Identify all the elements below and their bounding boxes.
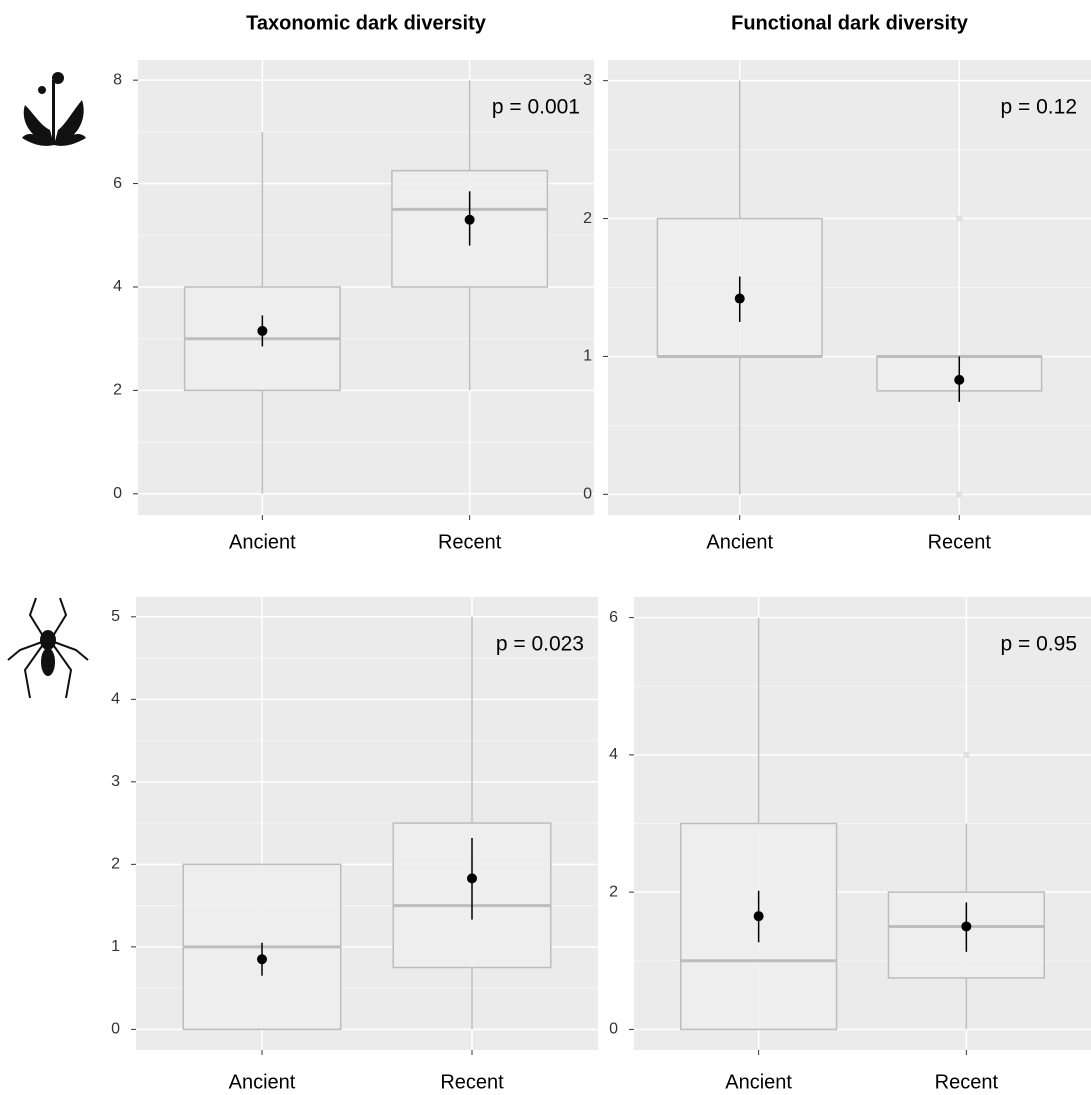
y-tick-label: 3 xyxy=(583,72,592,89)
y-tick-label: 2 xyxy=(111,856,120,873)
x-tick-label: Recent xyxy=(935,1071,999,1093)
mean-point xyxy=(753,911,764,922)
chart-title: Functional dark diversity xyxy=(731,12,969,34)
x-tick-label: Ancient xyxy=(725,1071,792,1093)
y-tick-label: 3 xyxy=(111,773,120,790)
y-tick-label: 1 xyxy=(583,348,592,365)
mean-point xyxy=(961,921,972,932)
y-tick-label: 0 xyxy=(583,486,592,503)
mean-point xyxy=(734,293,745,304)
y-tick-label: 0 xyxy=(609,1021,618,1038)
y-tick-label: 1 xyxy=(111,938,120,955)
x-tick-label: Ancient xyxy=(229,531,296,553)
y-tick-label: 0 xyxy=(113,485,122,502)
mean-point xyxy=(467,873,477,884)
y-tick-label: 4 xyxy=(111,691,120,708)
y-tick-label: 6 xyxy=(113,175,122,192)
x-tick-label: Recent xyxy=(438,531,502,553)
x-tick-label: Ancient xyxy=(706,531,773,553)
y-tick-label: 2 xyxy=(583,210,592,227)
y-tick-label: 0 xyxy=(111,1021,120,1038)
annotation: p = 0.95 xyxy=(1001,633,1077,656)
spider-icon xyxy=(7,597,89,699)
y-tick-label: 2 xyxy=(609,883,618,900)
outlier xyxy=(963,751,970,758)
plant-icon xyxy=(22,72,86,146)
mean-point xyxy=(954,374,965,385)
outlier xyxy=(956,491,963,498)
y-tick-label: 5 xyxy=(111,608,120,625)
mean-point xyxy=(464,214,475,225)
y-tick-label: 6 xyxy=(609,609,618,626)
annotation: p = 0.12 xyxy=(1001,96,1077,119)
x-tick-label: Ancient xyxy=(229,1071,296,1093)
annotation: p = 0.001 xyxy=(492,96,580,119)
chart-title: Taxonomic dark diversity xyxy=(246,12,487,34)
annotation: p = 0.023 xyxy=(496,633,584,656)
mean-point xyxy=(257,325,268,336)
x-tick-label: Recent xyxy=(440,1071,504,1093)
y-tick-label: 2 xyxy=(113,382,122,399)
mean-point xyxy=(257,954,267,965)
outlier xyxy=(956,215,963,222)
y-tick-label: 4 xyxy=(609,746,618,763)
x-tick-label: Recent xyxy=(928,531,992,553)
y-tick-label: 4 xyxy=(113,278,122,295)
y-tick-label: 8 xyxy=(113,71,122,88)
